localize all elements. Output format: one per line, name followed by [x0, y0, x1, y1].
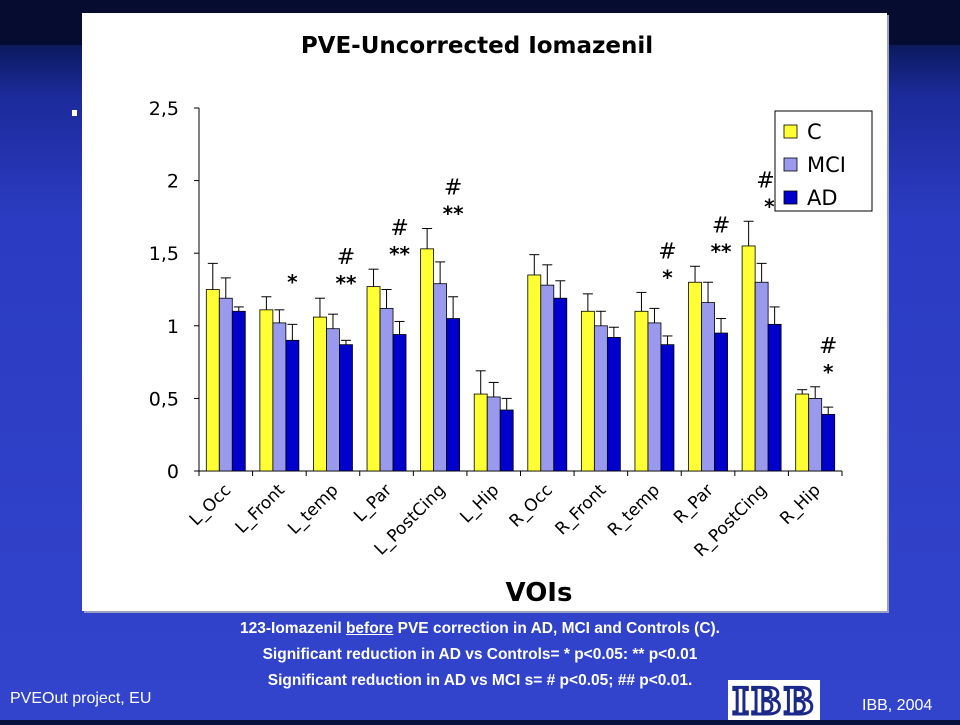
legend-label-c: C [807, 120, 822, 144]
bar-mci [754, 281, 769, 472]
x-tick-label: R_temp [604, 480, 664, 540]
bar-mci [540, 284, 555, 472]
bar-ad [553, 297, 568, 472]
x-tick-label: R_Front [551, 480, 610, 539]
caption-line-1-prefix: 123-Iomazenil [239, 620, 346, 637]
significance-vs-mci: # [819, 334, 837, 359]
bar-ad [285, 339, 300, 472]
bar-mci [218, 297, 233, 472]
bar-c [634, 310, 649, 472]
x-tick-label: R_Hip [776, 480, 825, 529]
y-tick-label: 1,5 [149, 243, 179, 265]
bar-mci [647, 322, 662, 472]
caption-line-1: 123-Iomazenil before PVE correction in A… [0, 620, 960, 638]
bar-c [580, 310, 595, 472]
bar-mci [272, 322, 287, 472]
bar-ad [446, 318, 461, 472]
caption-line-2: Significant reduction in AD vs Controls=… [262, 646, 698, 663]
y-tick-label: 0 [167, 461, 179, 483]
ibb-logo-text: IBB [732, 681, 816, 720]
x-tick-label: L_Hip [456, 480, 503, 527]
footer-credit: IBB, 2004 [862, 697, 933, 714]
x-tick-label: L_temp [284, 480, 342, 538]
significance-vs-controls: * [823, 360, 834, 384]
significance-vs-controls: ** [389, 242, 410, 266]
legend-swatch-mci [783, 157, 798, 172]
bar-c [473, 393, 488, 472]
significance-vs-mci: # [337, 245, 355, 270]
significance-vs-controls: ** [335, 271, 356, 295]
significance-vs-controls: ** [711, 239, 732, 263]
caption-line-1-underlined: before [345, 620, 394, 637]
bullet-marker [72, 110, 77, 116]
bar-chart: PVE-Uncorrected Iomazenil VOIs 0 0,5 1 1,5 2… [149, 33, 873, 608]
legend-swatch-c [783, 124, 798, 139]
bar-c [688, 281, 702, 472]
bar-ad [821, 413, 836, 472]
bar-ad [231, 310, 246, 472]
significance-vs-controls: * [662, 265, 673, 289]
significance-vs-mci: # [658, 239, 676, 264]
ibb-logo: IBB [728, 680, 820, 725]
bar-c [795, 393, 810, 472]
bar-mci [433, 283, 448, 472]
significance-vs-mci: # [444, 176, 462, 201]
bar-mci [593, 325, 608, 472]
bar-ad [714, 332, 728, 472]
bar-mci [379, 307, 394, 472]
chart-title: PVE-Uncorrected Iomazenil [301, 33, 653, 59]
bar-mci [701, 302, 715, 472]
significance-vs-mci: # [390, 216, 408, 241]
y-tick-label: 2,5 [149, 98, 179, 120]
significance-vs-mci: # [712, 213, 730, 238]
caption-line-3: Significant reduction in AD vs MCI s= # … [267, 672, 693, 689]
bar-c [527, 274, 542, 472]
bar-c [313, 316, 327, 472]
x-axis-label: VOIs [506, 578, 573, 608]
footer-project: PVEOut project, EU [10, 690, 152, 707]
bar-c [741, 245, 756, 472]
x-tick-label: R_Par [670, 480, 718, 528]
x-tick-label: L_Front [232, 480, 289, 537]
y-tick-label: 1 [167, 316, 179, 338]
bar-ad [767, 323, 782, 472]
bar-c [205, 289, 220, 472]
bar-mci [808, 397, 823, 472]
bar-c [420, 248, 435, 472]
significance-vs-controls: * [287, 270, 298, 294]
legend-swatch-ad [783, 190, 798, 205]
caption-line-1-suffix: PVE correction in AD, MCI and Controls (… [393, 620, 720, 637]
bar-ad [606, 337, 621, 472]
y-tick-label: 0,5 [149, 388, 179, 410]
y-tick-label: 2 [167, 171, 179, 193]
significance-vs-controls: ** [443, 202, 464, 226]
bar-ad [660, 344, 675, 472]
legend-label-ad: AD [807, 186, 838, 210]
bar-mci [486, 396, 501, 472]
chart-panel: PVE-Uncorrected Iomazenil VOIs 0 0,5 1 1,5 2… [82, 13, 887, 611]
x-tick-label: R_Occ [506, 480, 557, 531]
x-tick-label: L_Occ [186, 480, 236, 530]
bar-c [366, 286, 381, 472]
bar-mci [326, 328, 340, 472]
bar-c [259, 309, 274, 472]
bar-ad [339, 344, 353, 472]
bar-ad [499, 409, 514, 472]
bar-ad [392, 334, 407, 472]
legend-label-mci: MCI [807, 153, 846, 177]
x-tick-label: L_Par [350, 480, 396, 526]
